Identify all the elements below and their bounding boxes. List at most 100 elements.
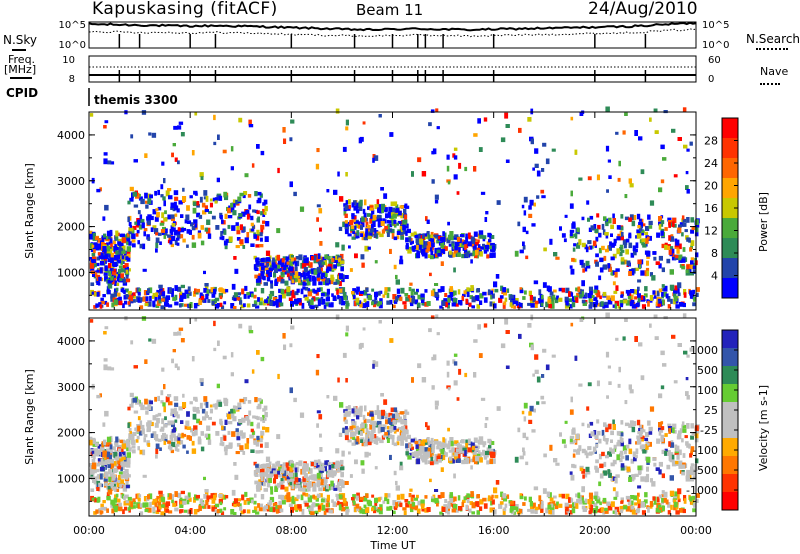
power-cell: [262, 257, 267, 263]
velocity-cell: [251, 369, 255, 374]
power-cell: [316, 204, 321, 208]
velocity-cell: [225, 495, 229, 499]
velocity-cell: [370, 433, 375, 438]
velocity-cell: [411, 377, 414, 383]
velocity-cell: [205, 499, 209, 506]
velocity-cell: [307, 494, 311, 499]
velocity-cell: [686, 443, 691, 448]
velocity-cell: [527, 323, 532, 328]
velocity-cell: [266, 482, 271, 488]
power-cell: [163, 231, 168, 236]
power-cell: [158, 284, 163, 289]
power-cell: [486, 241, 491, 247]
power-cell: [378, 302, 383, 309]
power-cell: [237, 196, 242, 202]
power-cell: [227, 224, 231, 229]
power-cell: [365, 301, 370, 307]
velocity-cell: [98, 482, 102, 488]
power-cell: [104, 276, 108, 281]
power-cell: [215, 225, 220, 230]
power-cell: [653, 108, 658, 113]
power-cell: [265, 257, 271, 262]
velocity-cell: [272, 507, 276, 513]
power-cell: [297, 278, 301, 283]
velocity-cell: [391, 425, 395, 432]
power-cell: [89, 263, 94, 269]
velocity-cell: [151, 501, 155, 505]
velocity-cell: [236, 443, 241, 447]
velocity-cell: [341, 483, 345, 489]
power-cell: [403, 219, 408, 225]
power-cell: [477, 244, 481, 248]
power-cell: [253, 264, 257, 270]
velocity-cell: [682, 428, 687, 433]
power-cell: [671, 221, 675, 228]
power-cell: [200, 225, 204, 230]
power-cell: [365, 287, 369, 292]
power-cell: [588, 286, 593, 291]
velocity-cell: [93, 468, 97, 474]
power-cell: [139, 297, 144, 302]
power-cell: [399, 296, 403, 302]
power-cell: [158, 294, 161, 300]
power-cell: [246, 213, 250, 220]
velocity-cell: [280, 484, 285, 490]
power-cell: [344, 220, 348, 224]
velocity-cell: [280, 477, 284, 482]
power-cell: [417, 294, 422, 300]
power-cell: [340, 253, 344, 259]
power-cell: [317, 299, 321, 304]
power-cell: [122, 255, 127, 262]
velocity-cell: [223, 446, 228, 452]
velocity-cell: [146, 422, 150, 427]
power-cell: [95, 262, 100, 267]
velocity-cell: [184, 509, 189, 513]
power-cell: [431, 242, 435, 248]
velocity-cell: [128, 504, 132, 509]
power-cell: [374, 260, 378, 264]
velocity-cell: [367, 438, 373, 442]
velocity-cell: [246, 498, 250, 502]
power-cell: [489, 301, 493, 307]
velocity-cell: [634, 473, 639, 477]
velocity-cell: [433, 440, 438, 445]
power-cell: [451, 241, 455, 245]
velocity-cell: [568, 497, 571, 504]
power-cell: [576, 243, 581, 249]
power-cell: [569, 265, 573, 269]
velocity-cell: [492, 458, 496, 464]
velocity-cell: [96, 487, 100, 491]
power-cell: [414, 235, 419, 239]
power-cell: [128, 298, 132, 303]
velocity-cell: [450, 440, 454, 447]
velocity-cell: [397, 426, 402, 430]
power-cell: [158, 232, 162, 236]
velocity-cell: [413, 437, 417, 443]
velocity-cell: [663, 497, 667, 503]
power-cell: [343, 295, 348, 301]
power-cell: [630, 299, 635, 304]
velocity-cell: [144, 398, 148, 405]
colorbar-segment: [722, 158, 738, 179]
power-cell: [298, 299, 302, 306]
power-cell: [299, 206, 305, 212]
power-cell: [97, 252, 101, 256]
power-cell: [274, 280, 278, 286]
power-cell: [628, 232, 632, 239]
power-cell: [543, 247, 547, 252]
power-cell: [333, 189, 338, 195]
velocity-cell: [325, 498, 330, 503]
power-cell: [491, 235, 495, 239]
velocity-cell: [238, 323, 243, 329]
power-cell: [231, 202, 236, 208]
velocity-cell: [319, 433, 322, 438]
velocity-cell: [155, 414, 159, 418]
velocity-cell: [339, 402, 344, 408]
velocity-cell: [296, 494, 300, 499]
velocity-cell: [338, 504, 342, 510]
velocity-cell: [440, 492, 445, 498]
power-cell: [403, 304, 407, 309]
velocity-cell: [196, 418, 201, 424]
velocity-cell: [316, 462, 320, 468]
power-cell: [174, 285, 178, 291]
